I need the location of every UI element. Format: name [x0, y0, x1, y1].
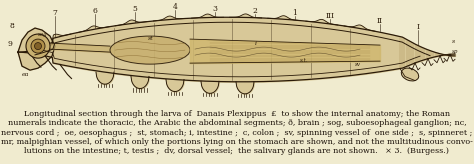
- Text: 7: 7: [53, 9, 57, 17]
- Text: ea: ea: [22, 72, 29, 77]
- Text: numerals indicate the thoracic, the Arabic the abdominal segments; ð, brain ; so: numerals indicate the thoracic, the Arab…: [8, 119, 466, 127]
- Text: mr, malpighian vessel, of which only the portions lying on the stomach are shown: mr, malpighian vessel, of which only the…: [1, 138, 473, 146]
- Text: sog: sog: [38, 32, 47, 37]
- Circle shape: [31, 39, 45, 53]
- Circle shape: [35, 43, 42, 50]
- Polygon shape: [18, 28, 55, 70]
- Text: sv: sv: [355, 62, 361, 67]
- Text: 3: 3: [212, 5, 218, 13]
- Text: 4: 4: [173, 3, 177, 11]
- Text: 8: 8: [10, 22, 15, 30]
- Ellipse shape: [110, 36, 190, 64]
- Circle shape: [26, 34, 50, 58]
- Text: III: III: [326, 12, 335, 20]
- Text: s: s: [452, 39, 455, 44]
- Text: 2: 2: [253, 7, 257, 15]
- Text: 9: 9: [8, 40, 13, 48]
- Text: sp: sp: [452, 49, 458, 54]
- Text: 5: 5: [133, 5, 137, 13]
- Text: st: st: [148, 36, 154, 41]
- Text: i: i: [255, 41, 257, 46]
- Text: II: II: [377, 17, 383, 25]
- Ellipse shape: [401, 68, 419, 81]
- Text: 1: 1: [292, 9, 298, 17]
- Text: Longitudinal section through the larva of  Danais Plexippus  £  to show the inte: Longitudinal section through the larva o…: [24, 110, 450, 118]
- Text: 6: 6: [92, 7, 98, 15]
- Text: s.t.: s.t.: [300, 58, 309, 63]
- Text: lutions on the intestine; t, testis ;  dv, dorsal vessel;  the salivary glands a: lutions on the intestine; t, testis ; dv…: [25, 147, 449, 155]
- Text: nervous cord ;  oe, oesophagus ;  st, stomach; i, intestine ;  c, colon ;  sv, s: nervous cord ; oe, oesophagus ; st, stom…: [1, 129, 473, 137]
- Text: I: I: [417, 23, 419, 31]
